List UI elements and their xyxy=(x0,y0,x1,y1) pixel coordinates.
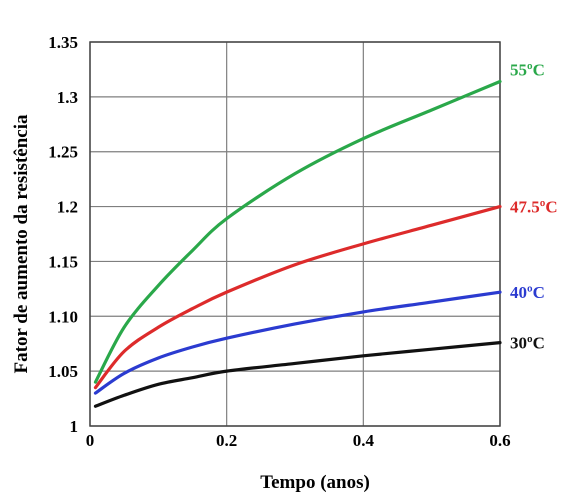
plot-frame xyxy=(89,41,501,427)
y-tick-label: 1.05 xyxy=(48,362,78,381)
x-tick-label: 0 xyxy=(86,431,95,450)
y-tick-label: 1.35 xyxy=(48,33,78,52)
y-axis-title: Fator de aumento da resistência xyxy=(11,114,32,373)
x-tick-label: 0.2 xyxy=(216,431,237,450)
y-tick-label: 1 xyxy=(70,417,79,436)
y-tick-label: 1.2 xyxy=(57,198,78,217)
y-tick-label: 1.25 xyxy=(48,143,78,162)
series-label: 40ºC xyxy=(510,283,545,302)
series-line xyxy=(93,341,502,408)
series-labels: 55ºC 47.5ºC 40ºC 30ºC xyxy=(510,60,558,352)
y-tick-label: 1.3 xyxy=(57,88,78,107)
series-label: 55ºC xyxy=(510,60,545,79)
x-tick-label: 0.4 xyxy=(353,431,375,450)
series-label: 30ºC xyxy=(510,334,545,353)
series-lines xyxy=(93,79,502,408)
x-axis-title: Tempo (anos) xyxy=(260,472,370,493)
y-tick-label: 1.10 xyxy=(48,307,78,326)
y-tick-label: 1.15 xyxy=(48,252,78,271)
x-tick-label: 0.6 xyxy=(489,431,510,450)
series-label: 47.5ºC xyxy=(510,198,558,217)
grid-lines xyxy=(89,41,501,427)
series-line xyxy=(93,79,502,384)
series-line xyxy=(93,204,502,390)
series-line xyxy=(93,290,502,395)
tick-labels: 1 1.05 1.10 1.15 1.2 1.25 1.3 1.35 0 0.2 0.4 0.6 xyxy=(48,33,510,450)
